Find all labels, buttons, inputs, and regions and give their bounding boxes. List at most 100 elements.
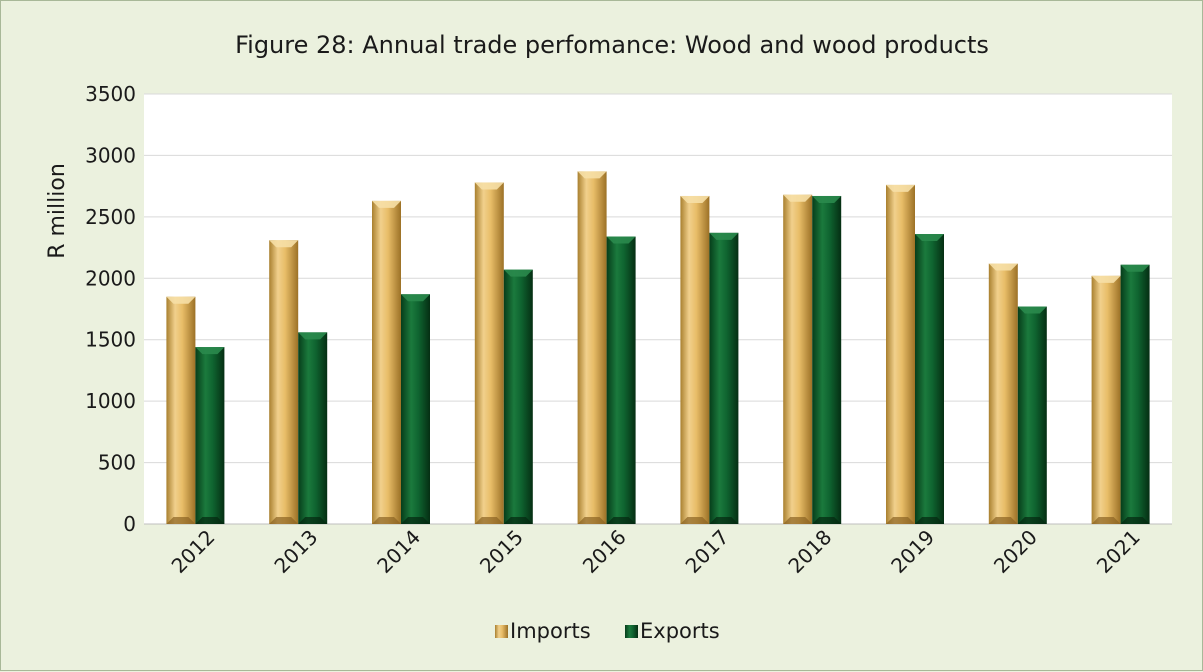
bar-body — [915, 234, 944, 525]
bar-bevel-top — [401, 294, 430, 302]
bar-body — [1017, 306, 1047, 524]
bar-bevel-bottom — [812, 517, 842, 524]
y-tick-label: 1000 — [85, 389, 136, 413]
x-tick-label: 2012 — [167, 525, 220, 578]
bar-body — [680, 195, 710, 524]
bar-exports-2020 — [1017, 306, 1047, 524]
bar-bevel-bottom — [1120, 517, 1150, 524]
x-tick-label: 2013 — [269, 525, 322, 578]
x-tick-label: 2020 — [989, 525, 1042, 578]
bar-bevel-bottom — [886, 517, 915, 524]
bar-exports-2018 — [812, 195, 842, 524]
bar-body — [166, 296, 196, 524]
bar-body — [1091, 275, 1121, 524]
bar-exports-2014 — [401, 294, 430, 524]
bar-bevel-bottom — [915, 517, 944, 524]
bar-bevel-top — [195, 347, 225, 355]
bar-exports-2019 — [915, 234, 944, 525]
bar-bevel-bottom — [474, 517, 504, 524]
bar-bevel-top — [1017, 306, 1047, 314]
bar-bevel-bottom — [783, 517, 813, 524]
bar-bevel-top — [269, 240, 299, 248]
bar-bevel-bottom — [298, 517, 328, 524]
x-tick-label: 2015 — [475, 525, 528, 578]
bar-bevel-bottom — [401, 517, 430, 524]
bar-bevel-top — [680, 195, 710, 203]
bar-bevel-bottom — [195, 517, 225, 524]
bar-body — [401, 294, 430, 524]
legend-swatch-exports — [625, 625, 638, 638]
bar-bevel-bottom — [1017, 517, 1047, 524]
y-tick-label: 0 — [123, 512, 136, 536]
bar-bevel-top — [783, 194, 813, 202]
bar-body — [474, 182, 504, 524]
y-axis-label: R million — [45, 163, 70, 259]
bar-bevel-top — [298, 332, 328, 340]
bar-bevel-top — [1120, 264, 1150, 272]
bar-imports-2017 — [680, 195, 710, 524]
x-tick-label: 2017 — [681, 525, 734, 578]
chart-title: Figure 28: Annual trade perfomance: Wood… — [235, 31, 989, 59]
x-tick-label: 2016 — [578, 525, 631, 578]
bar-bevel-bottom — [606, 517, 636, 524]
bar-bevel-top — [709, 232, 739, 240]
bar-exports-2021 — [1120, 264, 1150, 524]
bar-imports-2013 — [269, 240, 299, 524]
bar-imports-2019 — [886, 184, 915, 524]
bar-body — [709, 232, 739, 525]
bar-exports-2015 — [503, 269, 533, 524]
bar-bevel-bottom — [709, 517, 739, 524]
bar-imports-2012 — [166, 296, 196, 524]
bar-imports-2014 — [372, 200, 401, 524]
bar-bevel-top — [372, 200, 401, 208]
bar-bevel-bottom — [988, 517, 1018, 524]
bar-bevel-top — [474, 182, 504, 190]
bar-bevel-top — [606, 236, 636, 244]
bar-body — [812, 195, 842, 524]
bar-bevel-top — [915, 234, 944, 242]
bar-body — [503, 269, 533, 524]
bar-body — [783, 194, 813, 524]
x-tick-label: 2018 — [783, 525, 836, 578]
bar-body — [1120, 264, 1150, 524]
legend-label-imports: Imports — [510, 619, 591, 643]
bar-exports-2012 — [195, 347, 225, 524]
bar-body — [195, 347, 225, 524]
y-tick-label: 1500 — [85, 328, 136, 352]
bar-bevel-bottom — [680, 517, 710, 524]
bar-bevel-top — [988, 263, 1018, 271]
bar-bevel-bottom — [1091, 517, 1121, 524]
x-tick-label: 2019 — [886, 525, 939, 578]
bar-exports-2013 — [298, 332, 328, 524]
bar-imports-2016 — [577, 171, 607, 524]
bar-body — [269, 240, 299, 524]
bar-bevel-top — [1091, 275, 1121, 283]
y-tick-label: 3500 — [85, 82, 136, 106]
bar-bevel-top — [577, 171, 607, 179]
x-tick-label: 2014 — [372, 525, 425, 578]
bar-imports-2021 — [1091, 275, 1121, 524]
bar-body — [988, 263, 1018, 524]
y-tick-label: 2500 — [85, 205, 136, 229]
bar-exports-2016 — [606, 236, 636, 524]
bar-body — [886, 184, 915, 524]
bar-body — [606, 236, 636, 524]
legend-swatch-imports — [495, 625, 508, 638]
bar-bevel-bottom — [269, 517, 299, 524]
y-tick-label: 3000 — [85, 143, 136, 167]
bar-bevel-top — [812, 195, 842, 203]
bar-bevel-bottom — [503, 517, 533, 524]
bar-body — [372, 200, 401, 524]
bar-imports-2018 — [783, 194, 813, 524]
y-tick-label: 2000 — [85, 266, 136, 290]
bar-bevel-top — [503, 269, 533, 277]
bar-bevel-bottom — [372, 517, 401, 524]
legend: Imports Exports — [495, 619, 720, 643]
bar-imports-2015 — [474, 182, 504, 524]
bar-body — [577, 171, 607, 524]
x-tick-label: 2021 — [1092, 525, 1145, 578]
bar-exports-2017 — [709, 232, 739, 525]
bar-bevel-top — [166, 296, 196, 304]
